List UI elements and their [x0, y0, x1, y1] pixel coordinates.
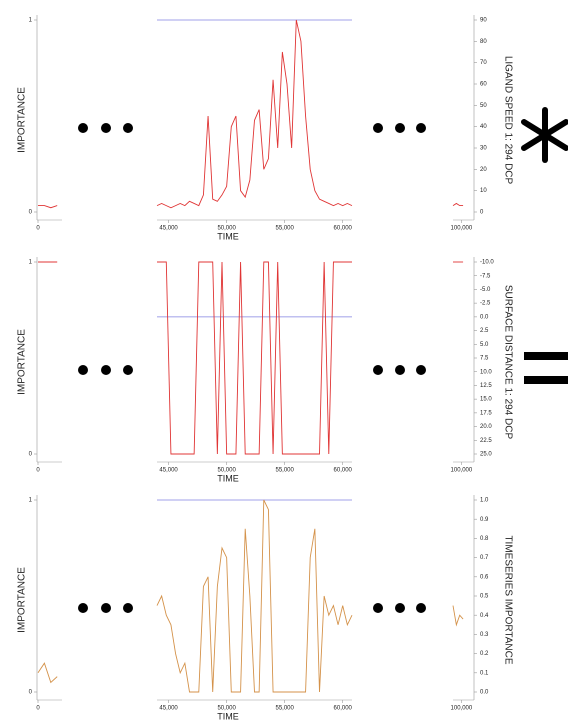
y-tick-label: 0	[29, 690, 33, 696]
ellipsis-dot	[373, 123, 383, 133]
x-tick-label: 50,000	[217, 226, 236, 232]
y2-tick-label: 12.5	[480, 383, 492, 389]
x-tick-label: 60,000	[334, 468, 353, 474]
y-tick-label: 1	[29, 498, 33, 504]
x-tick-label: 50,000	[217, 706, 236, 712]
y2-tick-label: 60	[480, 82, 487, 88]
x-tick-label: 45,000	[159, 226, 178, 232]
y2-tick-label: 0	[480, 210, 484, 216]
x-tick-label: 50,000	[217, 468, 236, 474]
series-line	[156, 499, 353, 693]
ellipsis-dot	[78, 365, 88, 375]
equals-symbol	[524, 352, 568, 384]
y2-tick-label: -2.5	[480, 301, 491, 307]
series-line	[452, 202, 464, 207]
y2-tick-label: 90	[480, 18, 487, 24]
y2-tick-label: 25.0	[480, 452, 492, 458]
ellipsis-dot	[416, 365, 426, 375]
x-tick-label: 55,000	[275, 226, 294, 232]
ellipsis-dot	[373, 365, 383, 375]
y2-tick-label: 80	[480, 39, 487, 45]
y2-tick-label: 0.4	[480, 613, 489, 619]
y-axis-label: IMPORTANCE	[17, 329, 28, 395]
x-tick-label: 0	[36, 226, 40, 232]
ellipsis-dot	[101, 123, 111, 133]
x-axis-label: TIME	[217, 711, 239, 720]
ellipsis-dot	[416, 123, 426, 133]
ellipsis-dot	[123, 123, 133, 133]
y2-tick-label: 17.5	[480, 410, 492, 416]
y2-tick-label: 0.7	[480, 555, 489, 561]
y2-tick-label: 1.0	[480, 498, 489, 504]
y2-tick-label: 40	[480, 124, 487, 130]
y-axis-label: IMPORTANCE	[17, 87, 28, 153]
x-axis-label: TIME	[217, 473, 239, 483]
y2-tick-label: -7.5	[480, 273, 491, 279]
y-tick-label: 1	[29, 260, 33, 266]
y-tick-label: 0	[29, 210, 33, 216]
x-axis-label: TIME	[217, 231, 239, 241]
ellipsis-dot	[416, 603, 426, 613]
y2-tick-label: 15.0	[480, 397, 492, 403]
y2-tick-label: 0.5	[480, 594, 489, 600]
y-axis-label: IMPORTANCE	[17, 567, 28, 633]
x-tick-label: 55,000	[275, 706, 294, 712]
series-line	[157, 261, 352, 455]
y2-tick-label: 20	[480, 167, 487, 173]
y2-tick-label: 20.0	[480, 424, 492, 430]
y-tick-label: 0	[29, 452, 33, 458]
x-tick-label: 100,000	[451, 706, 473, 712]
series-line	[38, 205, 58, 209]
ellipsis-dot	[78, 123, 88, 133]
y2-tick-label: 30	[480, 146, 487, 152]
y2-tick-label: 50	[480, 103, 487, 109]
y2-tick-label: 0.0	[480, 690, 489, 696]
x-tick-label: 55,000	[275, 468, 294, 474]
y2-tick-label: 70	[480, 60, 487, 66]
series-line	[156, 19, 353, 209]
series-line	[452, 605, 464, 627]
series-line	[37, 662, 58, 684]
x-tick-label: 60,000	[334, 706, 353, 712]
x-tick-label: 45,000	[159, 468, 178, 474]
ellipsis-dot	[123, 365, 133, 375]
x-tick-label: 100,000	[451, 226, 473, 232]
x-tick-label: 100,000	[451, 468, 473, 474]
ellipsis-dot	[395, 365, 405, 375]
y2-tick-label: 10.0	[480, 369, 492, 375]
x-tick-label: 45,000	[159, 706, 178, 712]
y2-tick-label: 22.5	[480, 438, 492, 444]
y2-tick-label: 0.8	[480, 536, 489, 542]
x-tick-label: 0	[36, 468, 40, 474]
x-tick-label: 0	[36, 706, 40, 712]
y2-tick-label: 7.5	[480, 356, 489, 362]
y2-tick-label: 2.5	[480, 328, 489, 334]
x-tick-label: 60,000	[334, 226, 353, 232]
y2-tick-label: 0.0	[480, 314, 489, 320]
y2-tick-label: 10	[480, 188, 487, 194]
y2-axis-label: LIGAND SPEED 1: 294 DCP	[502, 56, 513, 185]
y2-tick-label: 0.1	[480, 670, 489, 676]
y2-axis-label: SURFACE DISTANCE 1: 294 DCP	[502, 285, 513, 440]
ellipsis-dot	[101, 603, 111, 613]
ellipsis-dot	[101, 365, 111, 375]
y2-axis-label: TIMESERIES IMPORTANCE	[502, 535, 513, 664]
ellipsis-dot	[78, 603, 88, 613]
y2-tick-label: -5.0	[480, 287, 491, 293]
y2-tick-label: 0.9	[480, 517, 489, 523]
ellipsis-dot	[373, 603, 383, 613]
multiply-symbol	[521, 107, 568, 163]
y2-tick-label: 0.3	[480, 632, 489, 638]
ellipsis-dot	[395, 603, 405, 613]
y2-tick-label: -10.0	[480, 260, 494, 266]
ellipsis-dot	[395, 123, 405, 133]
y2-tick-label: 0.6	[480, 574, 489, 580]
y2-tick-label: 5.0	[480, 342, 489, 348]
y2-tick-label: 0.2	[480, 651, 489, 657]
ellipsis-dot	[123, 603, 133, 613]
y-tick-label: 1	[29, 18, 33, 24]
